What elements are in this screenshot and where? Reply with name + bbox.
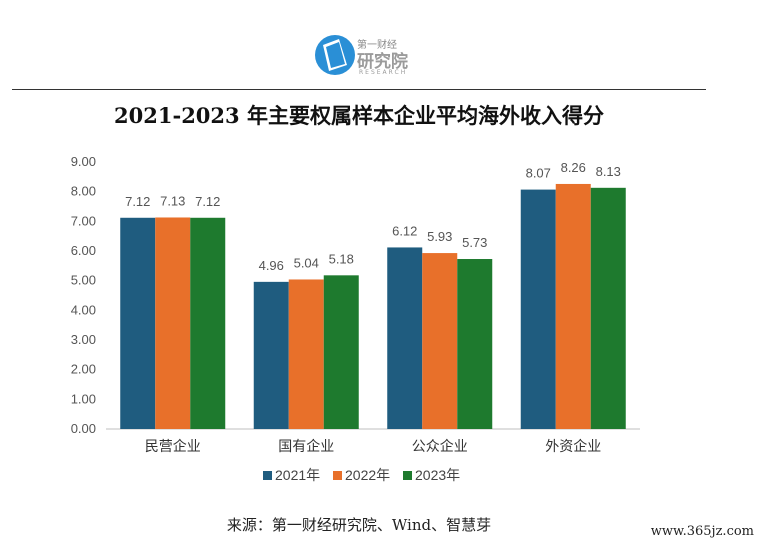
x-tick-label: 国有企业	[278, 438, 334, 455]
bar	[288, 279, 324, 429]
x-tick-label: 外资企业	[545, 438, 601, 455]
source-note: 来源：第一财经研究院、Wind、智慧芽	[226, 516, 492, 534]
logo-main-text: 研究院	[357, 52, 408, 72]
data-label: 7.12	[195, 194, 220, 209]
bar	[457, 259, 493, 429]
data-label: 5.18	[329, 251, 354, 266]
data-label: 5.73	[462, 235, 487, 250]
legend-label: 2023年	[415, 467, 460, 483]
y-tick-label: 6.00	[71, 243, 96, 258]
y-tick-label: 3.00	[71, 332, 96, 347]
bar	[422, 253, 458, 429]
legend-swatch	[333, 471, 342, 480]
watermark: www.365jz.com	[650, 524, 754, 539]
x-tick-label: 民营企业	[145, 438, 201, 455]
y-tick-label: 0.00	[71, 421, 96, 436]
data-label: 7.13	[160, 193, 185, 208]
header-divider	[12, 89, 706, 90]
bar	[323, 275, 359, 429]
data-label: 5.04	[294, 255, 319, 270]
bar	[555, 183, 591, 429]
bar	[387, 247, 423, 429]
data-label: 5.93	[427, 229, 452, 244]
y-tick-label: 1.00	[71, 391, 96, 406]
data-label: 8.07	[526, 166, 551, 181]
logo: 第一财经 研究院 RESEARCH	[313, 33, 423, 81]
legend-label: 2021年	[275, 467, 320, 483]
chart-title: 2021-2023 年主要权属样本企业平均海外收入得分	[114, 103, 604, 128]
y-tick-label: 7.00	[71, 213, 96, 228]
bar	[253, 281, 289, 429]
y-tick-label: 5.00	[71, 273, 96, 288]
data-label: 7.12	[125, 194, 150, 209]
y-tick-label: 8.00	[71, 184, 96, 199]
legend-swatch	[263, 471, 272, 480]
bar	[190, 217, 226, 429]
data-label: 6.12	[392, 223, 417, 238]
y-tick-label: 4.00	[71, 302, 96, 317]
data-label: 4.96	[259, 258, 284, 273]
logo-sub-text: RESEARCH	[359, 69, 408, 76]
bar	[120, 217, 156, 429]
data-label: 8.26	[561, 160, 586, 175]
bar	[590, 187, 626, 429]
data-label: 8.13	[596, 164, 621, 179]
legend-label: 2022年	[345, 467, 390, 483]
logo-small-text: 第一财经	[357, 40, 397, 51]
bar	[155, 217, 191, 429]
y-tick-label: 9.00	[71, 154, 96, 169]
x-tick-label: 公众企业	[412, 438, 468, 455]
bar	[520, 189, 556, 429]
research-logo-icon	[315, 35, 355, 75]
y-tick-label: 2.00	[71, 362, 96, 377]
legend-swatch	[403, 471, 412, 480]
